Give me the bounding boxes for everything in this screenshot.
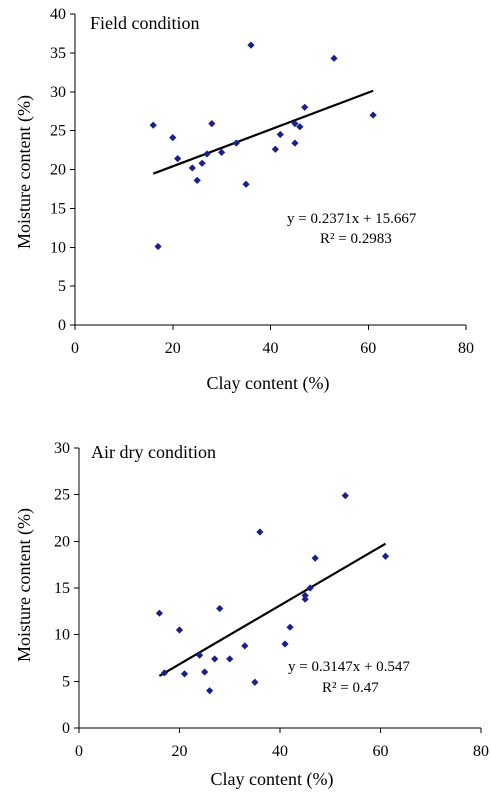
y-tick-label: 10 xyxy=(54,627,70,644)
r-squared-label: R² = 0.2983 xyxy=(320,231,392,247)
data-point xyxy=(296,123,304,131)
y-tick-label: 25 xyxy=(50,123,66,140)
x-axis-label: Clay content (%) xyxy=(211,769,334,790)
x-tick-label: 40 xyxy=(272,743,288,760)
data-point xyxy=(174,155,182,163)
data-points xyxy=(149,41,377,251)
data-point xyxy=(201,668,209,676)
data-point xyxy=(251,678,259,686)
axes: 0 5 10 15 20 25 30 0 20 40 60 80 xyxy=(54,440,489,760)
data-point xyxy=(154,242,162,251)
data-point xyxy=(291,139,299,147)
chart-title: Air dry condition xyxy=(91,442,216,462)
data-point xyxy=(206,687,214,695)
data-point xyxy=(256,528,264,536)
data-point xyxy=(218,148,226,156)
data-point xyxy=(196,651,204,659)
data-point xyxy=(232,139,240,147)
x-tick-label: 40 xyxy=(263,340,279,357)
data-point xyxy=(180,670,189,678)
data-point xyxy=(247,41,255,49)
data-point xyxy=(311,554,319,562)
air-dry-condition-chart: Air dry condition y = 0.3147x + 0.547 R²… xyxy=(14,440,489,790)
y-tick-label: 10 xyxy=(50,239,66,256)
y-tick-label: 30 xyxy=(50,84,66,101)
x-axis-label: Clay content (%) xyxy=(207,373,330,394)
x-tick-label: 20 xyxy=(165,340,181,357)
regression-equation: y = 0.3147x + 0.547 xyxy=(288,659,410,675)
axes: 0 5 10 15 20 25 30 35 40 0 20 40 60 80 xyxy=(50,6,474,357)
data-point xyxy=(211,655,219,663)
y-tick-label: 5 xyxy=(58,278,66,295)
x-tick-label: 20 xyxy=(172,743,188,760)
data-point xyxy=(369,111,377,119)
x-tick-label: 60 xyxy=(373,743,389,760)
data-point xyxy=(175,626,184,634)
data-point xyxy=(188,164,196,172)
y-tick-label: 15 xyxy=(50,200,66,217)
data-point xyxy=(301,591,309,600)
y-tick-label: 35 xyxy=(50,45,66,62)
data-point xyxy=(203,150,211,158)
trendline xyxy=(152,89,374,175)
chart-title: Field condition xyxy=(90,13,200,33)
data-point xyxy=(241,642,249,650)
data-point xyxy=(155,609,163,617)
data-point xyxy=(330,54,338,62)
data-point xyxy=(149,121,157,129)
data-point xyxy=(291,120,299,128)
y-tick-label: 0 xyxy=(62,720,70,737)
trendline xyxy=(158,542,387,677)
data-point xyxy=(208,120,216,128)
data-point xyxy=(286,623,294,631)
data-point xyxy=(226,655,234,663)
y-tick-label: 15 xyxy=(54,580,70,597)
y-tick-label: 40 xyxy=(50,6,66,23)
data-point xyxy=(160,669,169,677)
x-tick-label: 60 xyxy=(360,340,376,357)
y-tick-label: 20 xyxy=(50,162,66,179)
regression-equation: y = 0.2371x + 15.667 xyxy=(287,211,417,227)
data-point xyxy=(242,180,250,188)
data-point xyxy=(169,134,177,142)
y-tick-label: 0 xyxy=(58,317,66,334)
data-point xyxy=(193,176,201,184)
x-tick-label: 80 xyxy=(458,340,474,357)
data-point xyxy=(198,159,206,167)
r-squared-label: R² = 0.47 xyxy=(322,680,379,696)
y-axis-label: Moisture content (%) xyxy=(14,508,35,662)
data-point xyxy=(276,130,284,139)
x-tick-label: 0 xyxy=(71,340,79,357)
field-condition-chart: Field condition y = 0.2371x + 15.667 R² … xyxy=(14,6,474,394)
data-point xyxy=(306,584,314,592)
y-tick-label: 30 xyxy=(54,440,70,457)
y-tick-label: 25 xyxy=(54,487,70,504)
data-point xyxy=(341,492,349,500)
y-axis-label: Moisture content (%) xyxy=(14,95,35,249)
data-point xyxy=(216,604,224,613)
x-tick-label: 0 xyxy=(75,743,83,760)
y-tick-label: 20 xyxy=(54,533,70,550)
data-point xyxy=(271,145,279,153)
data-point xyxy=(301,595,309,603)
y-tick-label: 5 xyxy=(62,673,70,690)
data-point xyxy=(281,640,289,648)
data-point xyxy=(381,552,390,560)
data-point xyxy=(301,103,309,111)
x-tick-label: 80 xyxy=(473,743,489,760)
